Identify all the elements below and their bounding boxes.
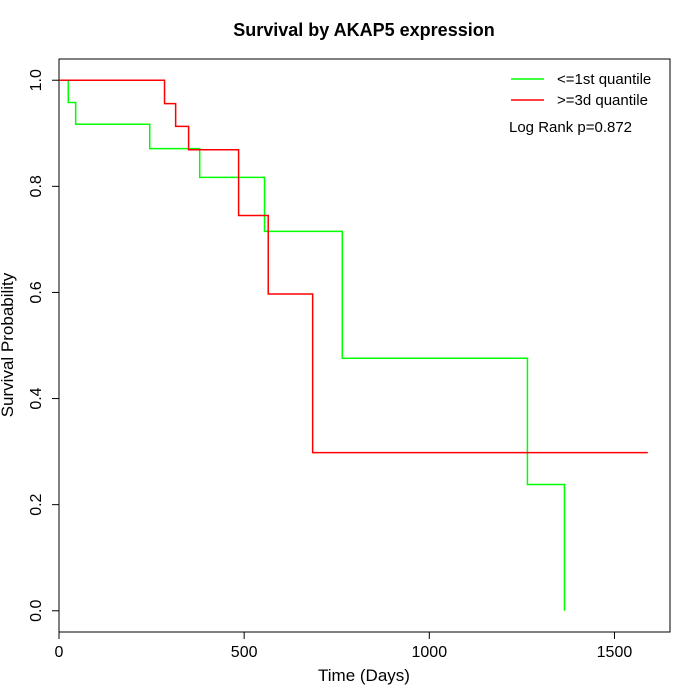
y-tick-label: 0.6	[28, 281, 45, 303]
y-tick-label: 0.8	[28, 175, 45, 197]
y-axis-label: Survival Probability	[0, 272, 17, 417]
plot-frame	[58, 58, 671, 633]
legend-label-1: <=1st quantile	[557, 71, 651, 88]
legend-label-2: >=3d quantile	[557, 92, 648, 109]
survival-curve-2	[59, 79, 648, 454]
y-tick-label: 0.0	[28, 600, 45, 622]
survival-curve-1	[59, 79, 566, 611]
series-layer	[59, 79, 648, 611]
x-axis: 0 500 1000 1500	[55, 631, 633, 661]
x-tick-label: 1000	[412, 644, 448, 661]
log-rank-annotation: Log Rank p=0.872	[509, 119, 632, 136]
chart-title: Survival by AKAP5 expression	[233, 20, 494, 40]
x-tick-label: 0	[55, 644, 64, 661]
y-axis: 0.0 0.2 0.4 0.6 0.8 1.0	[28, 69, 60, 622]
x-axis-label: Time (Days)	[318, 666, 410, 685]
x-tick-label: 1500	[597, 644, 633, 661]
x-tick-label: 500	[231, 644, 258, 661]
legend: <=1st quantile >=3d quantile	[511, 71, 651, 109]
y-tick-label: 0.2	[28, 493, 45, 515]
y-tick-label: 0.4	[28, 387, 45, 409]
y-tick-label: 1.0	[28, 69, 45, 91]
